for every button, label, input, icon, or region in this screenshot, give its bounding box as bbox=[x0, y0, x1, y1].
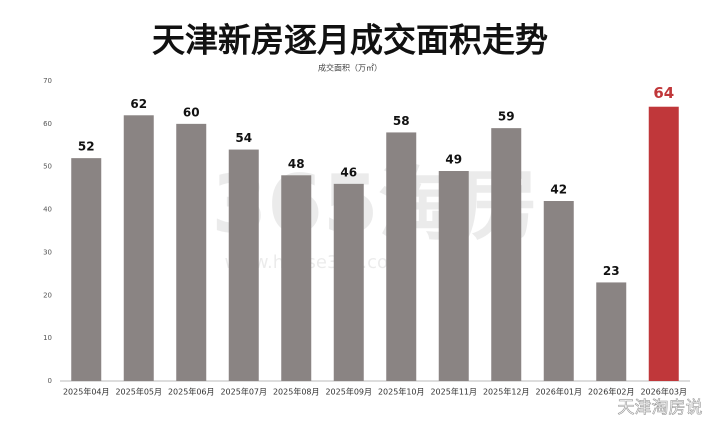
data-label: 46 bbox=[340, 165, 357, 179]
bar bbox=[123, 115, 154, 382]
data-label: 48 bbox=[288, 157, 305, 171]
data-label: 64 bbox=[653, 84, 674, 102]
watermark: 天津淘房说 bbox=[618, 398, 703, 418]
bar bbox=[71, 158, 102, 381]
data-label: 60 bbox=[183, 105, 200, 119]
data-label: 58 bbox=[393, 114, 410, 128]
x-tick-label: 2025年10月 bbox=[378, 387, 425, 397]
y-tick-label: 50 bbox=[43, 163, 52, 171]
data-label: 49 bbox=[445, 153, 462, 167]
y-tick-label: 20 bbox=[43, 291, 52, 299]
y-tick-label: 70 bbox=[43, 77, 52, 85]
y-tick-label: 30 bbox=[43, 248, 52, 256]
bar bbox=[491, 128, 522, 381]
bar bbox=[386, 132, 417, 381]
data-label: 52 bbox=[78, 140, 95, 154]
bar bbox=[648, 106, 679, 381]
x-tick-label: 2026年02月 bbox=[588, 387, 635, 397]
x-tick-label: 2025年12月 bbox=[483, 387, 530, 397]
x-tick-label: 2025年08月 bbox=[273, 387, 320, 397]
bar bbox=[281, 175, 312, 381]
data-label: 23 bbox=[603, 264, 620, 278]
x-tick-label: 2025年11月 bbox=[430, 387, 477, 397]
bar bbox=[333, 183, 364, 381]
bar bbox=[543, 201, 574, 381]
data-label: 62 bbox=[130, 97, 147, 111]
bar bbox=[596, 282, 627, 381]
y-tick-label: 10 bbox=[43, 334, 52, 342]
y-tick-label: 60 bbox=[43, 120, 52, 128]
x-tick-label: 2025年07月 bbox=[220, 387, 267, 397]
data-label: 42 bbox=[550, 183, 567, 197]
chart-subtitle: 成交面积（万㎡） bbox=[318, 63, 382, 73]
data-label: 59 bbox=[498, 110, 515, 124]
x-tick-label: 2025年09月 bbox=[325, 387, 372, 397]
x-tick-label: 2025年06月 bbox=[168, 387, 215, 397]
bar bbox=[438, 171, 469, 381]
watermark: 365淘房 bbox=[212, 158, 539, 251]
data-label: 54 bbox=[235, 131, 252, 145]
bar bbox=[176, 123, 207, 381]
bar bbox=[228, 149, 259, 381]
x-tick-label: 2026年03月 bbox=[640, 387, 687, 397]
x-tick-label: 2025年04月 bbox=[63, 387, 110, 397]
y-tick-label: 40 bbox=[43, 206, 52, 214]
x-tick-label: 2025年05月 bbox=[115, 387, 162, 397]
chart-title: 天津新房逐月成交面积走势 bbox=[152, 21, 548, 60]
x-tick-label: 2026年01月 bbox=[535, 387, 582, 397]
y-tick-label: 0 bbox=[48, 377, 52, 385]
